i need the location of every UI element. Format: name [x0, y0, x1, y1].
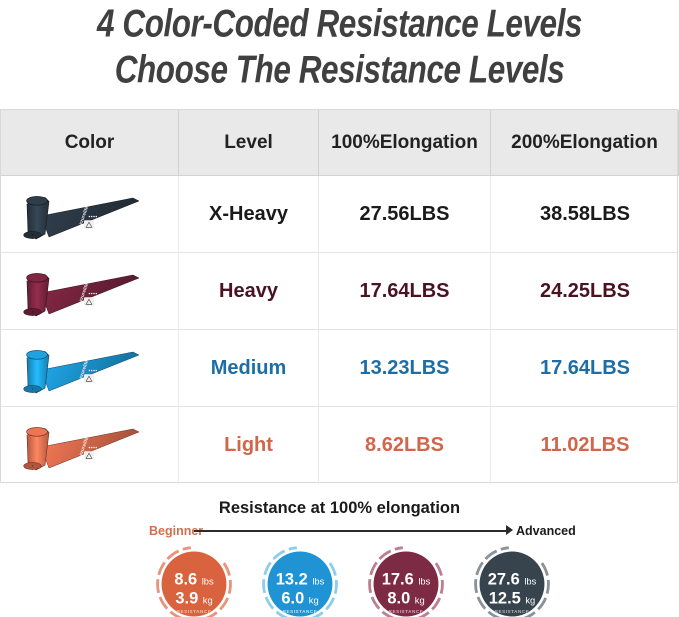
svg-text:RESISTANCE: RESISTANCE [495, 609, 530, 614]
svg-text:RESISTANCE: RESISTANCE [283, 609, 318, 614]
svg-text:RESISTANCE: RESISTANCE [389, 609, 424, 614]
svg-text:RESISTANCE: RESISTANCE [177, 609, 212, 614]
